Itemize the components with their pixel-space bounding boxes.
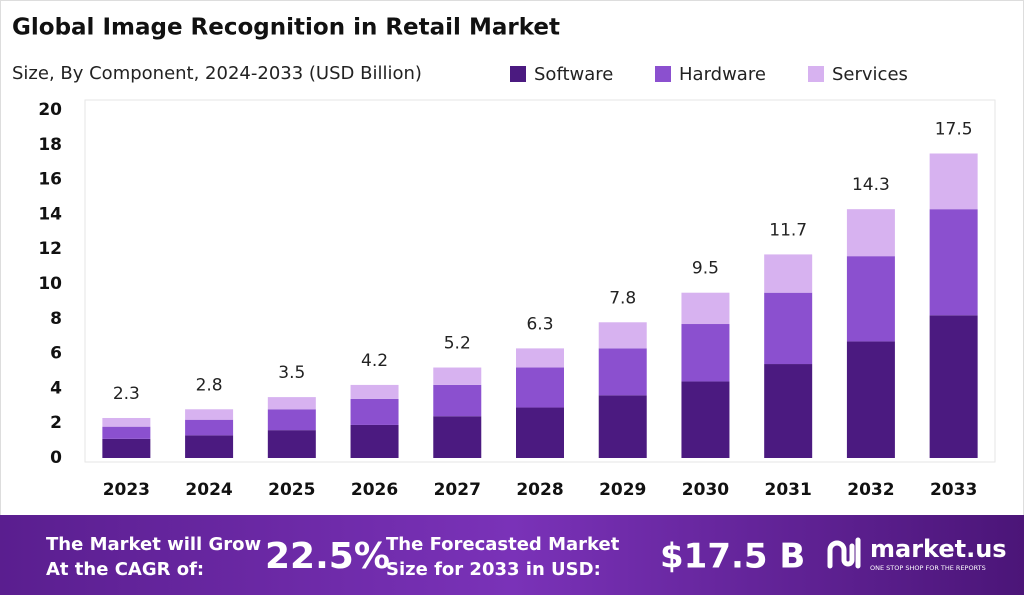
x-tick-label: 2025 — [268, 480, 315, 500]
bar-segment — [433, 384, 482, 417]
subtitle: Size, By Component, 2024-2033 (USD Billi… — [12, 63, 422, 84]
bar-segment — [102, 426, 151, 439]
bar-segment — [681, 292, 730, 325]
bar-segment — [350, 398, 399, 425]
bar-segment — [267, 397, 316, 410]
bar-segment — [267, 409, 316, 431]
bar-segment — [516, 367, 564, 408]
total-label: 3.5 — [278, 363, 305, 383]
bar-segment — [185, 419, 234, 436]
forecast-value: $17.5 B — [660, 537, 805, 577]
bar-segment — [681, 324, 730, 382]
y-tick-label: 10 — [38, 274, 62, 294]
x-tick-label: 2026 — [351, 480, 398, 500]
legend-label: Software — [534, 64, 613, 85]
forecast-label: The Forecasted Market — [386, 534, 620, 555]
bar-segment — [267, 430, 316, 458]
y-tick-label: 2 — [50, 413, 62, 433]
cagr-label: The Market will Grow — [46, 534, 261, 555]
total-label: 11.7 — [769, 220, 807, 240]
bar-segment — [516, 348, 564, 368]
x-tick-label: 2030 — [682, 480, 729, 500]
forecast-label: Size for 2033 in USD: — [386, 559, 601, 580]
y-tick-label: 6 — [50, 344, 62, 364]
bar-segment — [598, 395, 647, 458]
bar-segment — [764, 292, 813, 365]
bar-segment — [846, 256, 895, 342]
chart-title: Global Image Recognition in Retail Marke… — [12, 15, 560, 41]
total-label: 17.5 — [935, 120, 973, 140]
legend-label: Hardware — [679, 64, 766, 85]
bar-segment — [764, 364, 813, 458]
legend-swatch — [655, 66, 671, 82]
y-tick-label: 0 — [50, 448, 62, 468]
total-label: 2.3 — [113, 384, 140, 404]
brand-logo — [827, 537, 861, 569]
bar-segment — [681, 381, 730, 458]
x-tick-label: 2028 — [516, 480, 563, 500]
total-label: 14.3 — [852, 175, 890, 195]
y-tick-label: 14 — [38, 204, 62, 224]
y-tick-label: 8 — [50, 309, 62, 329]
bar-segment — [516, 407, 564, 458]
y-tick-label: 16 — [38, 170, 62, 190]
total-label: 7.8 — [609, 288, 636, 308]
cagr-label: At the CAGR of: — [46, 559, 204, 580]
x-tick-label: 2032 — [847, 480, 894, 500]
brand: market.us — [870, 535, 1007, 563]
x-tick-label: 2031 — [765, 480, 812, 500]
x-tick-label: 2029 — [599, 480, 646, 500]
bar-segment — [185, 409, 234, 420]
x-tick-label: 2023 — [103, 480, 150, 500]
cagr-value: 22.5% — [265, 536, 390, 577]
bar-segment — [929, 315, 978, 458]
bar-segment — [433, 416, 482, 458]
total-label: 4.2 — [361, 351, 388, 371]
bar-segment — [350, 424, 399, 458]
y-tick-label: 4 — [50, 378, 62, 398]
y-tick-label: 18 — [38, 135, 62, 155]
y-tick-label: 12 — [38, 239, 62, 259]
y-tick-label: 20 — [38, 100, 62, 120]
bar-segment — [764, 254, 813, 293]
bar-segment — [929, 153, 978, 210]
plot-frame — [84, 99, 996, 463]
total-label: 5.2 — [444, 334, 471, 354]
x-tick-label: 2027 — [434, 480, 481, 500]
bar-segment — [846, 209, 895, 257]
bar-segment — [102, 438, 151, 458]
legend-swatch — [808, 66, 824, 82]
total-label: 9.5 — [692, 259, 719, 279]
bar-segment — [598, 348, 647, 396]
bar-segment — [185, 435, 234, 458]
bar-segment — [929, 209, 978, 316]
total-label: 6.3 — [526, 314, 553, 334]
legend-swatch — [510, 66, 526, 82]
bar-segment — [102, 417, 151, 427]
bar-segment — [846, 341, 895, 458]
legend-label: Services — [832, 64, 908, 85]
tagline: ONE STOP SHOP FOR THE REPORTS — [870, 564, 986, 572]
bar-segment — [598, 322, 647, 349]
x-tick-label: 2024 — [185, 480, 232, 500]
bar-segment — [433, 367, 482, 385]
bar-segment — [350, 384, 399, 399]
total-label: 2.8 — [196, 375, 223, 395]
x-tick-label: 2033 — [930, 480, 977, 500]
